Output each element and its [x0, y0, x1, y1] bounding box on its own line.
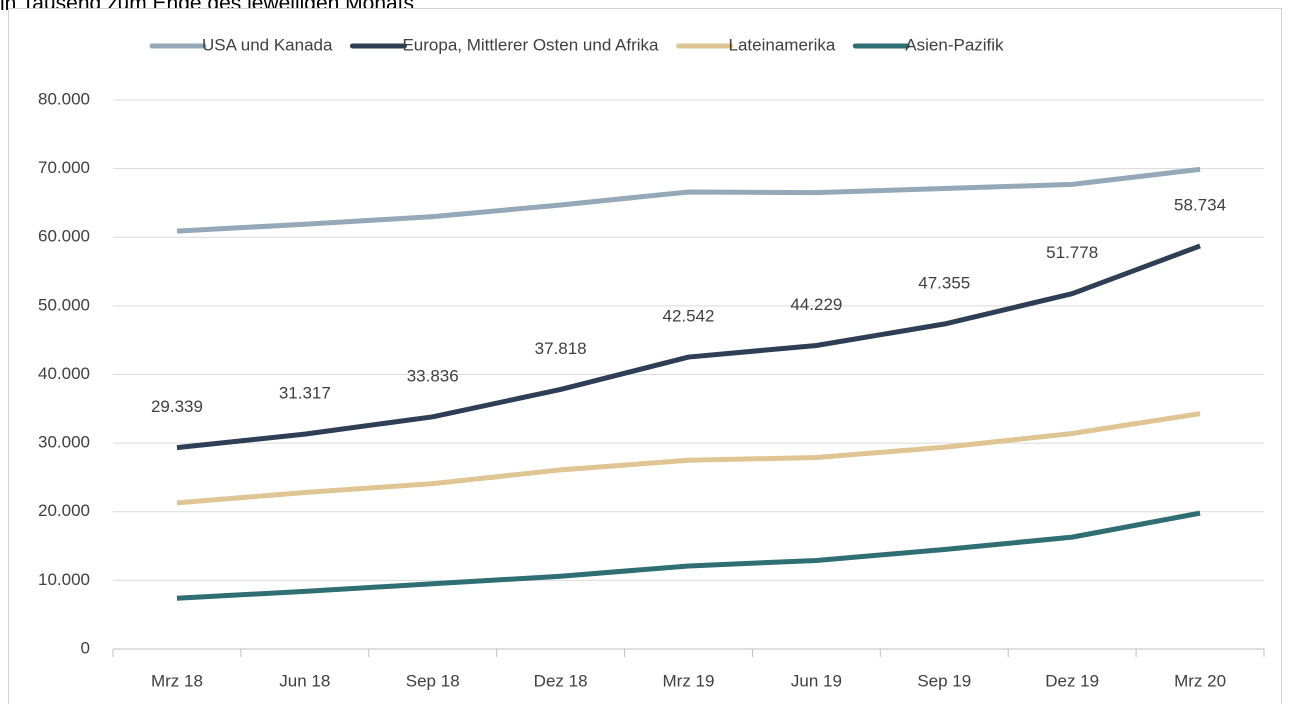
legend-label: USA und Kanada: [202, 35, 333, 54]
data-label: 58.734: [1174, 195, 1226, 214]
chart-frame: [8, 8, 1282, 709]
x-tick-label: Dez 19: [1045, 671, 1099, 690]
data-label: 47.355: [918, 274, 970, 293]
y-tick-label: 30.000: [38, 433, 90, 452]
y-tick-label: 20.000: [38, 501, 90, 520]
series-line: [176, 243, 1201, 451]
y-tick-label: 0: [81, 638, 90, 657]
x-tick-label: Jun 18: [279, 671, 330, 690]
data-label: 31.317: [279, 384, 331, 403]
legend-label: Asien-Pazifik: [905, 35, 1004, 54]
data-label: 37.818: [535, 339, 587, 358]
data-label: 29.339: [151, 397, 203, 416]
data-label: 51.778: [1046, 243, 1098, 262]
series-line: [176, 510, 1201, 601]
x-tick-label: Mrz 19: [663, 671, 715, 690]
data-label: 33.836: [407, 366, 459, 385]
y-tick-label: 80.000: [38, 89, 90, 108]
y-tick-label: 70.000: [38, 158, 90, 177]
legend-label: Europa, Mittlerer Osten und Afrika: [402, 35, 659, 54]
legend-label: Lateinamerika: [729, 35, 836, 54]
y-tick-label: 40.000: [38, 364, 90, 383]
series-line: [176, 166, 1201, 234]
x-tick-label: Sep 18: [406, 671, 460, 690]
x-tick-label: Mrz 20: [1174, 671, 1226, 690]
y-tick-label: 50.000: [38, 295, 90, 314]
series-line: [176, 411, 1201, 506]
x-tick-label: Dez 18: [534, 671, 588, 690]
y-tick-label: 10.000: [38, 570, 90, 589]
x-tick-label: Mrz 18: [151, 671, 203, 690]
data-label: 42.542: [663, 307, 715, 326]
x-tick-label: Sep 19: [917, 671, 971, 690]
y-tick-label: 60.000: [38, 227, 90, 246]
data-label: 44.229: [790, 295, 842, 314]
x-tick-label: Jun 19: [791, 671, 842, 690]
